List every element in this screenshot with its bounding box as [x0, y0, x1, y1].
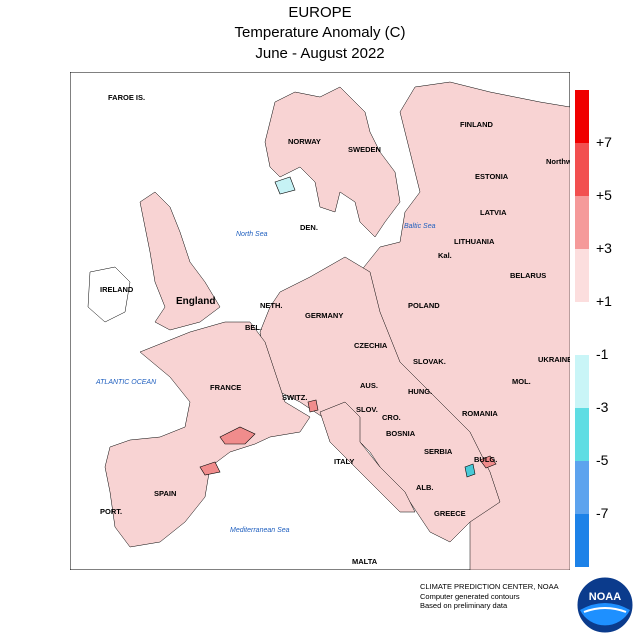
scale-swatch-4: [575, 249, 589, 302]
label-mol: MOL.: [512, 377, 531, 386]
scale-swatch-9: [575, 514, 589, 567]
label-switz: SWITZ.: [282, 393, 307, 402]
warm-patch-bulg: [479, 455, 497, 469]
label-slov: SLOV.: [356, 405, 378, 414]
scale-swatch-7: [575, 408, 589, 461]
label-den: DEN.: [300, 223, 318, 232]
scale-tick-minus3: -3: [596, 399, 609, 415]
label-ireland: IRELAND: [100, 285, 134, 294]
label-finland: FINLAND: [460, 120, 493, 129]
country-labels: FAROE IS. NORWAY SWEDEN FINLAND ESTONIA …: [100, 93, 570, 566]
map-title: EUROPE: [288, 4, 352, 21]
label-alb: ALB.: [416, 483, 434, 492]
scale-tick-minus1: -1: [596, 346, 609, 362]
europe-anomaly-map: FAROE IS. NORWAY SWEDEN FINLAND ESTONIA …: [70, 72, 570, 570]
map-period: June - August 2022: [255, 45, 385, 62]
label-italy: ITALY: [334, 457, 354, 466]
italy: [319, 401, 416, 513]
scale-tick-minus5: -5: [596, 452, 609, 468]
cool-patch-bulg: [464, 463, 476, 478]
label-atlantic-ocean: ATLANTIC OCEAN: [95, 379, 157, 386]
label-northwest-district: Northwest District: [546, 157, 570, 166]
label-bosnia: BOSNIA: [386, 429, 416, 438]
scale-tick-minus7: -7: [596, 505, 609, 521]
label-malta: MALTA: [352, 557, 378, 566]
scale-tick-plus1: +1: [596, 293, 612, 309]
label-sweden: SWEDEN: [348, 145, 381, 154]
label-faroe: FAROE IS.: [108, 93, 145, 102]
scale-swatch-6: [575, 355, 589, 408]
label-norway: NORWAY: [288, 137, 321, 146]
label-lithuania: LITHUANIA: [454, 237, 495, 246]
label-estonia: ESTONIA: [475, 172, 509, 181]
label-bulg: BULG.: [474, 455, 497, 464]
label-czechia: CZECHIA: [354, 341, 388, 350]
credit-line-1: CLIMATE PREDICTION CENTER, NOAA: [420, 582, 559, 591]
scale-swatch-5: [575, 302, 589, 355]
label-hung: HUNG.: [408, 387, 432, 396]
label-kal: Kal.: [438, 251, 452, 260]
warm-patch-switz: [307, 399, 319, 413]
scale-swatch-1: [575, 90, 589, 143]
scale-tick-plus7: +7: [596, 134, 612, 150]
land-masses: [87, 81, 570, 570]
label-belarus: BELARUS: [510, 271, 546, 280]
label-aus: AUS.: [360, 381, 378, 390]
noaa-logo: NOAA: [576, 576, 634, 634]
label-baltic-sea: Baltic Sea: [404, 223, 436, 230]
label-mediterranean-sea: Mediterranean Sea: [230, 527, 290, 534]
label-latvia: LATVIA: [480, 208, 507, 217]
scale-swatch-2: [575, 143, 589, 196]
label-slovak: SLOVAK.: [413, 357, 446, 366]
sea-labels: North Sea Baltic Sea ATLANTIC OCEAN Medi…: [95, 223, 436, 534]
label-bel: BEL.: [245, 323, 262, 332]
label-north-sea: North Sea: [236, 231, 268, 238]
iberia-france: [104, 321, 311, 548]
label-poland: POLAND: [408, 301, 440, 310]
label-greece: GREECE: [434, 509, 466, 518]
cool-patch-norway: [274, 176, 296, 195]
scale-swatch-8: [575, 461, 589, 514]
ireland: [87, 266, 131, 323]
label-spain: SPAIN: [154, 489, 176, 498]
warm-patch-spain: [199, 461, 221, 476]
label-serbia: SERBIA: [424, 447, 453, 456]
label-ukraine: UKRAINE: [538, 355, 570, 364]
scandinavia: [264, 86, 401, 238]
map-subtitle: Temperature Anomaly (C): [234, 24, 406, 41]
scale-tick-plus5: +5: [596, 187, 612, 203]
credit-line-3: Based on preliminary data: [420, 601, 508, 610]
label-cro: CRO.: [382, 413, 401, 422]
label-romania: ROMANIA: [462, 409, 498, 418]
great-britain: [139, 191, 221, 331]
label-germany: GERMANY: [305, 311, 343, 320]
scale-tick-plus3: +3: [596, 240, 612, 256]
label-port: PORT.: [100, 507, 122, 516]
label-neth: NETH.: [260, 301, 283, 310]
label-england: England: [176, 296, 215, 307]
warm-patch-france: [219, 426, 256, 445]
color-scale: [575, 90, 589, 568]
label-france: FRANCE: [210, 383, 241, 392]
scale-swatch-3: [575, 196, 589, 249]
credit-line-2: Computer generated contours: [420, 592, 520, 601]
noaa-logo-text: NOAA: [589, 591, 621, 603]
